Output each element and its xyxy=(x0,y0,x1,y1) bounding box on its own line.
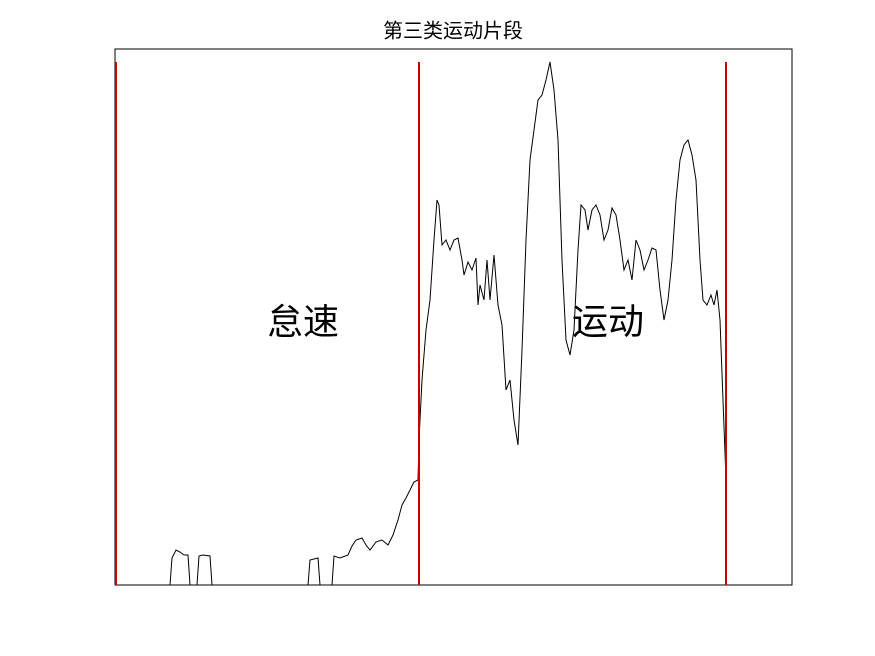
chart-title: 第三类运动片段 xyxy=(383,19,523,43)
annotation: 怠速 xyxy=(267,302,339,343)
data-line xyxy=(116,61,727,586)
annotation: 运动 xyxy=(572,302,644,343)
plot-area xyxy=(115,61,727,586)
